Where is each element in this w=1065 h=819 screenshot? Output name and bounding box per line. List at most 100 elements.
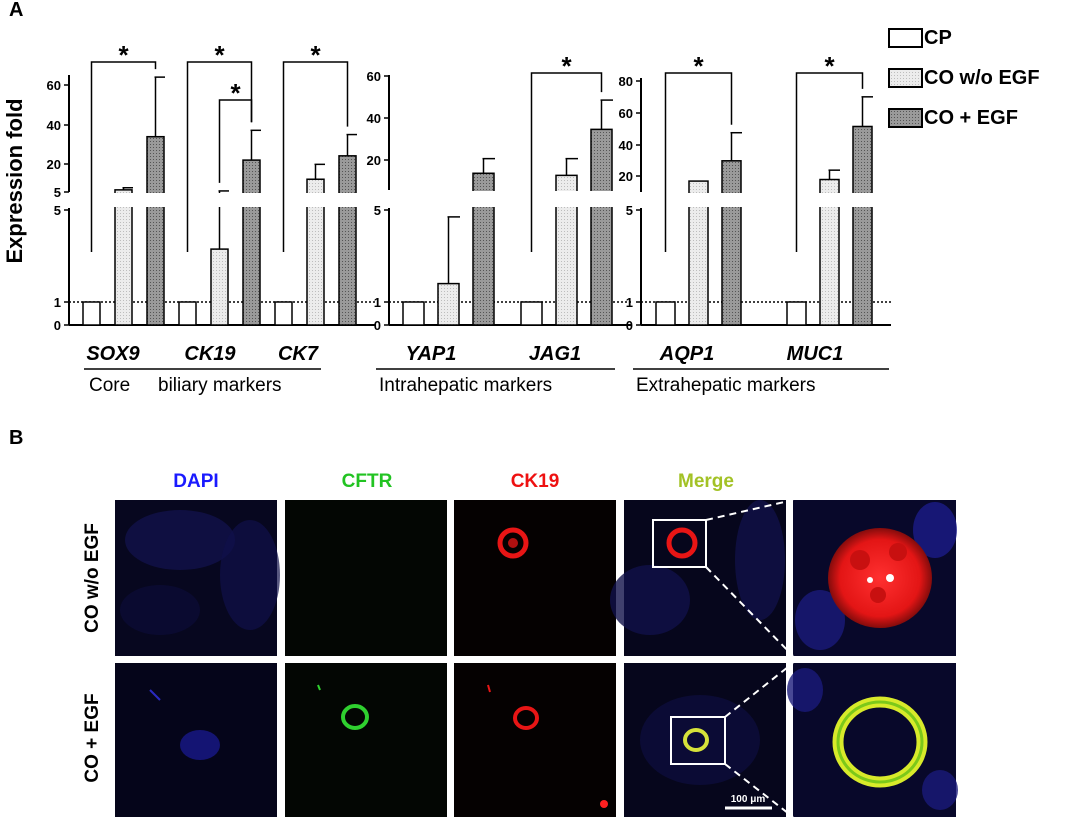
- group-label-intrahepatic: Intrahepatic markers: [379, 375, 552, 396]
- group-label-biliary: biliary markers: [158, 375, 282, 396]
- chart-extrahepatic: 0 1 5 20 40 60 80 AQP1 MUC1 * *: [619, 51, 892, 365]
- bar-co-with-egf: [242, 159, 261, 326]
- micrograph-dapi-co-with-egf: [115, 663, 277, 817]
- y-tick-label: 0: [374, 318, 381, 333]
- group-label-core: Core: [89, 375, 130, 396]
- bar-cp: [520, 301, 543, 326]
- y-tick-label: 1: [54, 295, 61, 310]
- significance-star: *: [561, 51, 572, 81]
- significance-bracket: [218, 99, 253, 183]
- bar-co-without-egf: [688, 180, 709, 326]
- legend-swatch-co-without-egf: [888, 68, 923, 88]
- significance-star: *: [214, 40, 225, 70]
- y-tick-label: 60: [367, 69, 381, 84]
- significance-bracket: [664, 72, 733, 252]
- bar-cp: [82, 301, 101, 326]
- axis-break: [390, 191, 632, 207]
- micrograph-zoom-co-without-egf: [793, 500, 957, 656]
- y-tick-label: 60: [619, 106, 633, 121]
- zoom-guide-line: [705, 499, 794, 521]
- micrograph-dapi-co-without-egf: [115, 500, 280, 656]
- channel-label-ck19: CK19: [511, 471, 560, 492]
- significance-star: *: [310, 40, 321, 70]
- micrograph-ck19-co-without-egf: [454, 500, 616, 656]
- micrograph-merge-co-with-egf: 100 μm: [624, 663, 786, 817]
- legend-label-co-without-egf: CO w/o EGF: [924, 67, 1040, 89]
- bar-co-with-egf: [338, 155, 357, 326]
- category-label: JAG1: [529, 343, 581, 365]
- channel-label-merge: Merge: [678, 471, 734, 492]
- legend-label-co-with-egf: CO + EGF: [924, 107, 1018, 129]
- bar-cp: [402, 301, 425, 326]
- micrograph-row-co-without-egf: [115, 499, 957, 657]
- y-tick-label: 5: [626, 203, 633, 218]
- channel-label-cftr: CFTR: [342, 471, 393, 492]
- zoom-guide-line: [724, 763, 794, 818]
- y-tick-label: 20: [619, 169, 633, 184]
- y-tick-label: 1: [374, 295, 381, 310]
- y-tick-label: 80: [619, 74, 633, 89]
- y-tick-label: 60: [47, 78, 61, 93]
- bar-cp: [178, 301, 197, 326]
- legend-swatch-cp: [888, 28, 923, 48]
- group-label-extrahepatic: Extrahepatic markers: [636, 375, 816, 396]
- significance-star: *: [230, 78, 241, 108]
- scale-bar-label: 100 μm: [731, 794, 766, 805]
- significance-bracket: [795, 72, 864, 252]
- bar-co-without-egf: [210, 248, 229, 326]
- bar-co-with-egf: [146, 135, 165, 326]
- legend: CP CO w/o EGF CO + EGF: [888, 27, 1040, 129]
- bar-co-with-egf: [852, 125, 873, 326]
- channel-label-dapi: DAPI: [173, 471, 218, 492]
- row-label-co-with-egf: CO + EGF: [82, 693, 103, 782]
- significance-star: *: [118, 40, 129, 70]
- significance-star: *: [693, 51, 704, 81]
- significance-star: *: [824, 51, 835, 81]
- significance-bracket: [90, 61, 157, 252]
- y-tick-label: 40: [47, 118, 61, 133]
- panel-label-b: B: [9, 427, 23, 449]
- micrograph-zoom-co-with-egf: [787, 663, 958, 817]
- y-tick-label: 0: [54, 318, 61, 333]
- y-tick-label: 5: [374, 203, 381, 218]
- micrograph-cftr-co-without-egf: [285, 500, 447, 656]
- y-axis-title: Expression fold: [2, 98, 27, 263]
- bar-co-without-egf: [437, 282, 460, 326]
- bar-cp: [655, 301, 676, 326]
- legend-swatch-co-with-egf: [888, 108, 923, 128]
- category-label: CK7: [278, 343, 319, 365]
- micrograph-row-co-with-egf: 100 μm: [115, 662, 958, 818]
- category-label: YAP1: [406, 343, 457, 365]
- bar-co-without-egf: [114, 189, 133, 326]
- significance-bracket: [282, 61, 349, 252]
- category-label: AQP1: [659, 343, 714, 365]
- significance-bracket: [186, 61, 253, 252]
- category-label: SOX9: [86, 343, 140, 365]
- category-label: MUC1: [787, 343, 844, 365]
- zoom-guide-line: [705, 566, 794, 657]
- row-label-co-without-egf: CO w/o EGF: [82, 523, 103, 633]
- bar-co-with-egf: [721, 160, 742, 326]
- micrograph-ck19-co-with-egf: [454, 663, 616, 817]
- micrograph-merge-co-without-egf: [610, 500, 786, 656]
- bar-cp: [274, 301, 293, 326]
- bar-co-with-egf: [590, 128, 613, 326]
- y-tick-label: 20: [47, 157, 61, 172]
- y-tick-label: 40: [367, 111, 381, 126]
- legend-label-cp: CP: [924, 27, 952, 49]
- y-tick-label: 20: [367, 153, 381, 168]
- category-label: CK19: [184, 343, 236, 365]
- y-tick-label: 5: [54, 185, 61, 200]
- zoom-guide-line: [724, 662, 794, 718]
- chart-intrahepatic: 0 1 5 20 40 60 YAP1 JAG1 *: [367, 51, 632, 365]
- axis-break: [70, 193, 377, 207]
- y-tick-label: 1: [626, 295, 633, 310]
- y-tick-label: 0: [626, 318, 633, 333]
- panel-label-a: A: [9, 0, 23, 21]
- bar-cp: [786, 301, 807, 326]
- significance-bracket: [530, 72, 603, 252]
- y-tick-label: 5: [54, 203, 61, 218]
- y-tick-label: 40: [619, 138, 633, 153]
- micrograph-cftr-co-with-egf: [285, 663, 447, 817]
